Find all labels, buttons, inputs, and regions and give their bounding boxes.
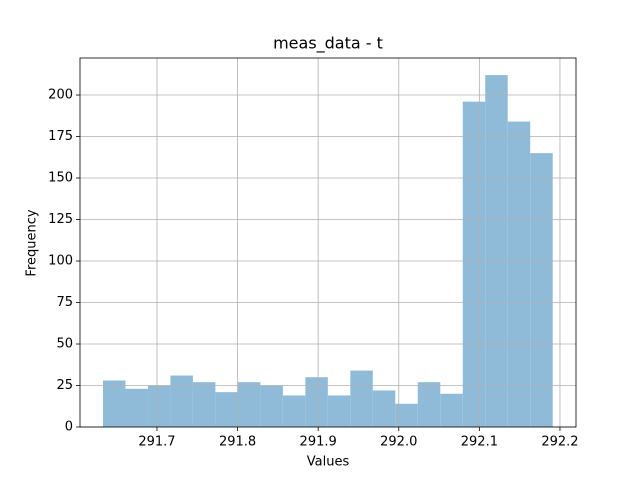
bar <box>102 380 126 427</box>
bar <box>237 382 261 427</box>
y-tick-label: 175 <box>48 129 73 144</box>
x-tick-label: 292.0 <box>380 435 417 450</box>
x-tick-label: 291.9 <box>300 435 337 450</box>
y-axis-label: Frequency <box>25 209 40 276</box>
bar <box>192 382 216 427</box>
y-tick-label: 75 <box>56 295 73 310</box>
y-tick-label: 25 <box>56 378 73 393</box>
bar <box>417 382 441 427</box>
bar <box>440 393 463 427</box>
bar <box>305 377 328 427</box>
bar <box>372 390 396 427</box>
x-tick-label: 291.7 <box>138 435 175 450</box>
x-tick-label: 292.2 <box>541 435 578 450</box>
bar <box>507 121 531 428</box>
y-tick-label: 0 <box>65 420 73 435</box>
y-tick-label: 50 <box>56 337 73 352</box>
bar <box>485 75 508 427</box>
bar <box>125 388 148 427</box>
bar <box>282 395 306 427</box>
bar <box>215 392 238 427</box>
chart-title: meas_data - t <box>273 34 383 54</box>
bar <box>147 385 171 427</box>
bar <box>462 101 486 427</box>
bar <box>350 370 373 427</box>
y-tick-label: 125 <box>48 212 73 227</box>
bar <box>530 153 553 428</box>
x-axis-label: Values <box>307 455 350 470</box>
bar <box>395 403 418 427</box>
bar <box>327 395 351 427</box>
bar <box>260 385 283 427</box>
y-tick-label: 150 <box>48 171 73 186</box>
x-tick-label: 292.1 <box>461 435 498 450</box>
y-tick-label: 200 <box>48 88 73 103</box>
bar <box>170 375 193 427</box>
y-tick-label: 100 <box>48 254 73 269</box>
plot-frame <box>79 57 577 428</box>
x-tick-label: 291.8 <box>219 435 256 450</box>
